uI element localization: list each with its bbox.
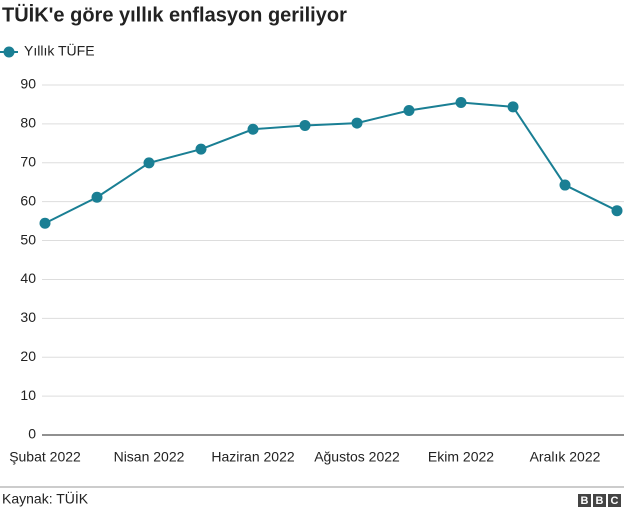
x-tick-label: Ekim 2022: [428, 449, 494, 465]
logo-letter: C: [611, 495, 619, 507]
point: [507, 101, 519, 113]
logo-letter: B: [596, 495, 604, 507]
point: [195, 143, 207, 155]
point: [91, 191, 103, 203]
y-tick-label: 80: [20, 115, 36, 131]
line: [44, 101, 618, 225]
y-tick-label: 30: [20, 309, 36, 325]
point: [39, 217, 51, 229]
logo-letter: B: [581, 495, 589, 507]
point: [403, 104, 415, 116]
y-tick-label: 50: [20, 231, 36, 247]
logo-box: [578, 494, 591, 507]
x-tick-label: Şubat 2022: [9, 449, 81, 465]
x-tick-label: Ağustos 2022: [314, 449, 400, 465]
point: [455, 96, 467, 108]
source: Kaynak: TÜİK: [2, 490, 89, 507]
x-tick-label: Aralık 2022: [530, 449, 601, 465]
x-tick-label: Haziran 2022: [211, 449, 294, 465]
x-tick-label: Nisan 2022: [114, 449, 185, 465]
logo-box: [593, 494, 606, 507]
chart-title: TÜİK'e göre yıllık enflasyon geriliyor: [2, 3, 347, 26]
point: [351, 117, 363, 129]
y-tick-label: 20: [20, 348, 36, 364]
y-tick-label: 40: [20, 270, 36, 286]
point: [299, 119, 311, 131]
point: [559, 179, 571, 191]
point: [611, 205, 623, 217]
y-tick-label: 90: [20, 76, 36, 92]
legend-label: Yıllık TÜFE: [24, 42, 95, 59]
logo-box: [608, 494, 621, 507]
y-tick-label: 60: [20, 192, 36, 208]
y-tick-label: 70: [20, 153, 36, 169]
point: [247, 123, 259, 135]
legend-marker: [3, 46, 15, 58]
y-tick-label: 10: [20, 387, 36, 403]
y-tick-label: 0: [28, 426, 36, 442]
point: [143, 157, 155, 169]
